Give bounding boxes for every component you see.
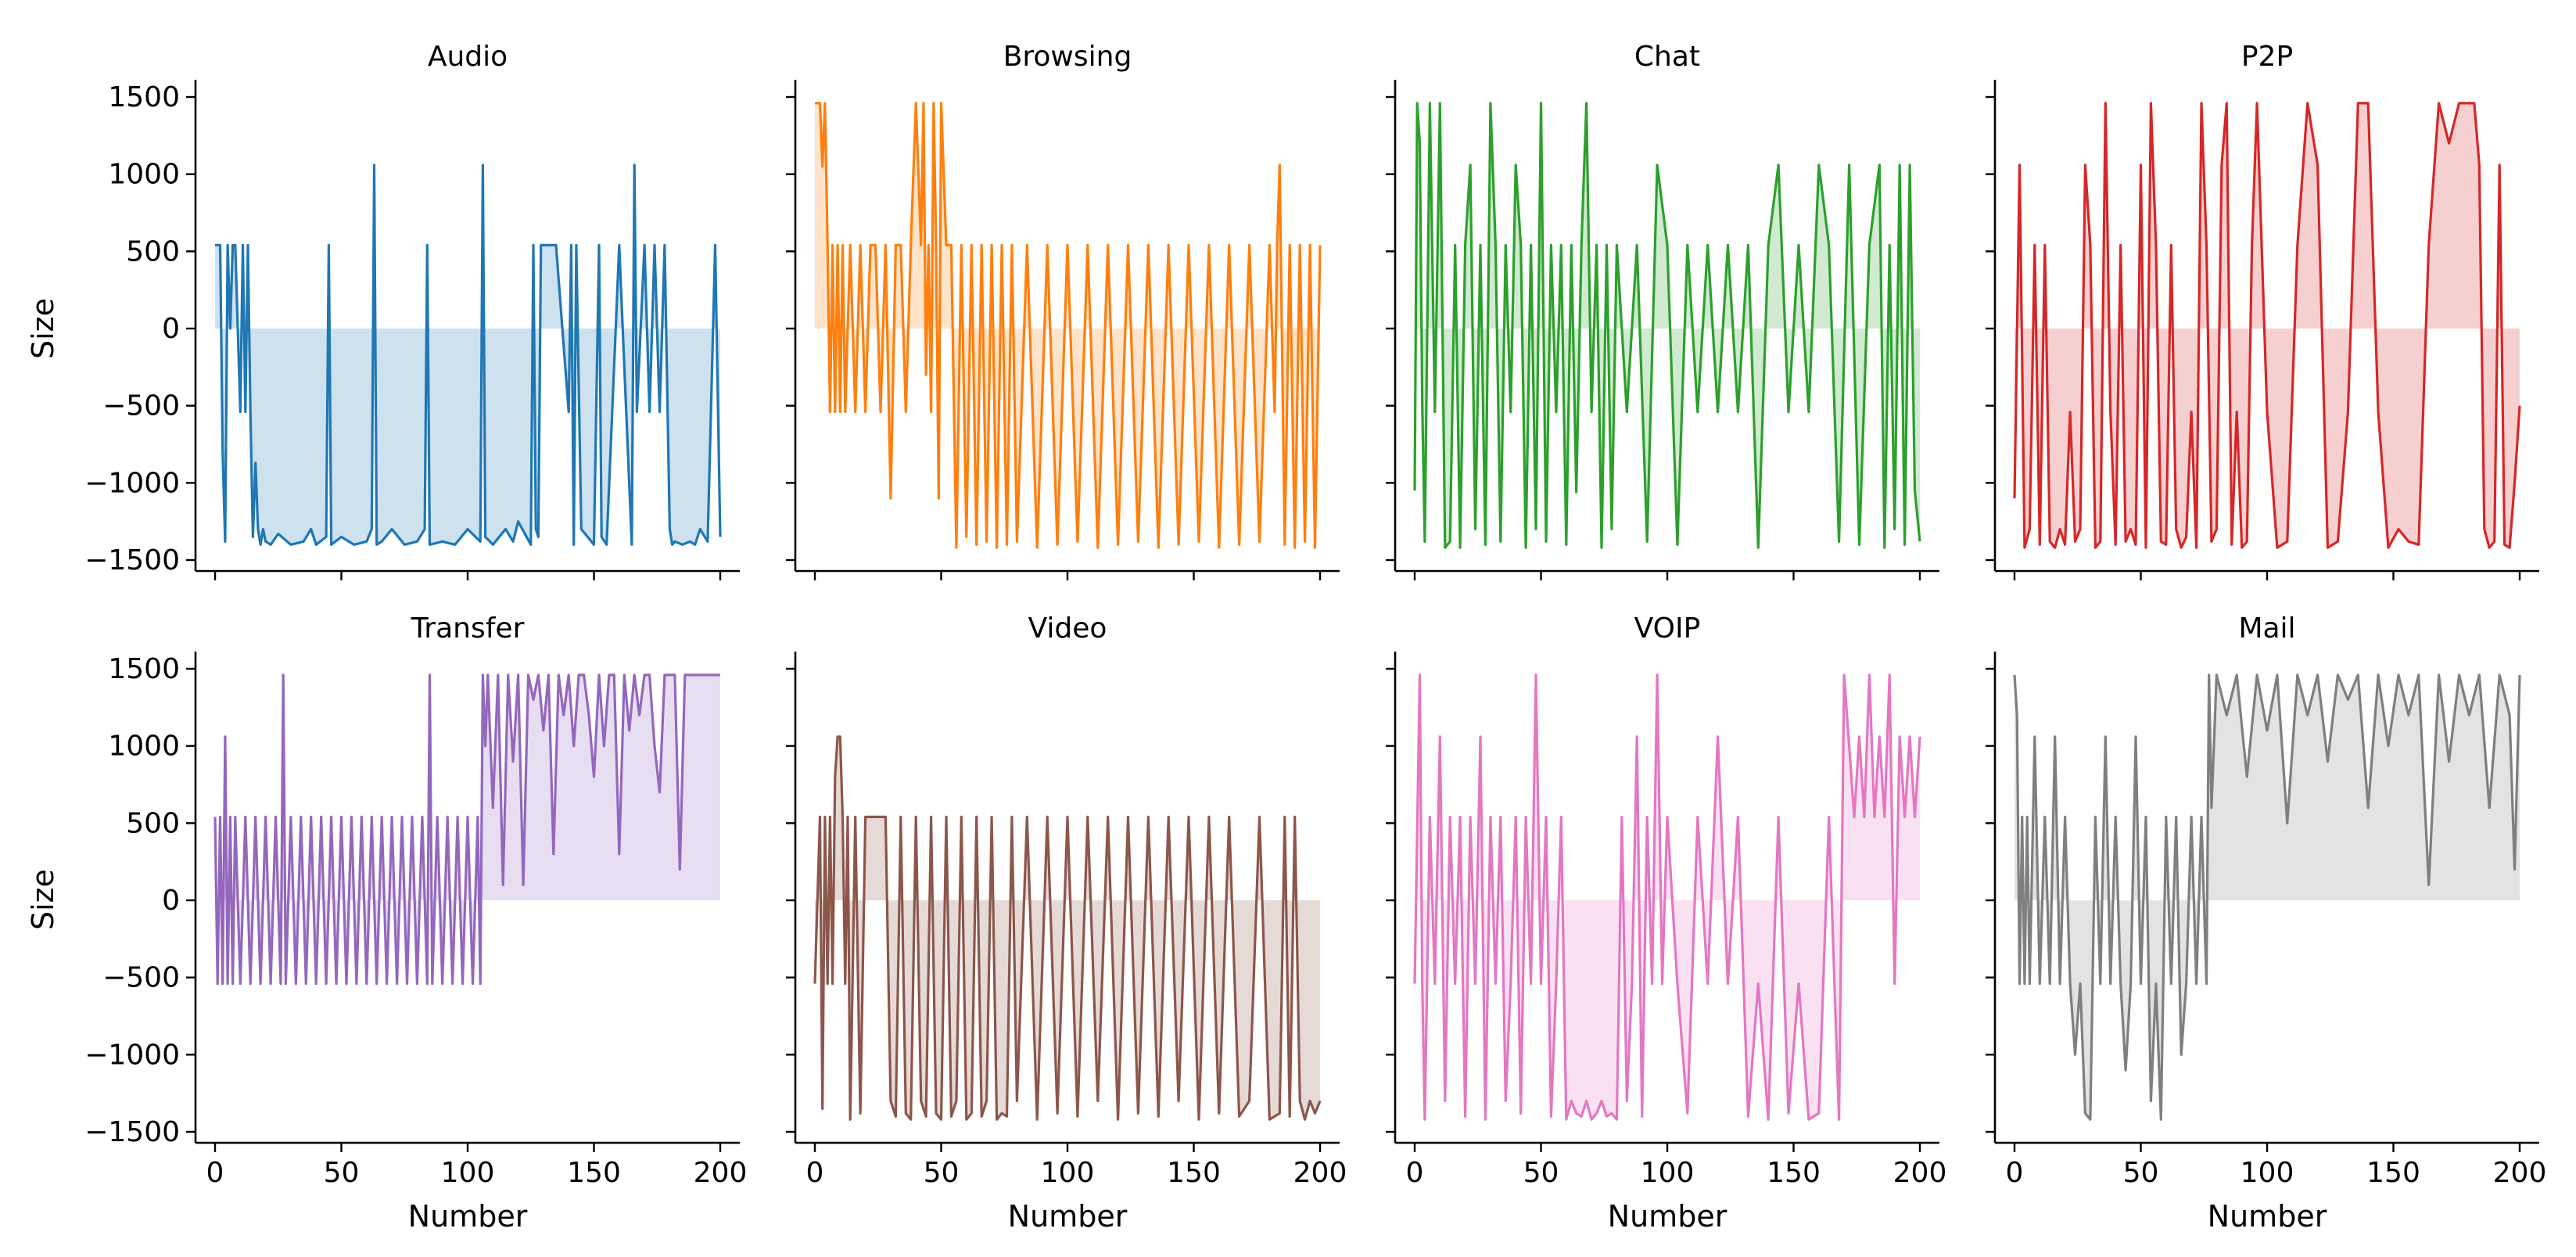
- x-tick-label: 50: [1523, 1157, 1559, 1189]
- x-tick-label: 100: [1641, 1157, 1695, 1189]
- x-tick-label: 100: [2241, 1157, 2294, 1189]
- series-line: [1413, 673, 1921, 1121]
- x-tick-label: 100: [441, 1157, 495, 1189]
- series-line: [2013, 673, 2521, 1121]
- series-line: [815, 102, 1322, 549]
- panel-title: Chat: [1634, 41, 1700, 73]
- series-line: [2013, 102, 2521, 549]
- series-fill: [2015, 102, 2520, 548]
- panel-title: VOIP: [1634, 612, 1701, 645]
- y-tick-label: 0: [162, 885, 180, 917]
- panel-browsing: Browsing: [786, 41, 1340, 580]
- panel-video: Video 0 50 100 150 200: [786, 612, 1347, 1189]
- panel-title: Transfer: [411, 612, 525, 645]
- series-line: [215, 163, 722, 546]
- y-tick-label: 0: [162, 313, 180, 345]
- xlabel-col2: Number: [1008, 1199, 1128, 1234]
- panel-title: P2P: [2241, 41, 2293, 73]
- x-tick-label: 150: [567, 1157, 621, 1189]
- x-tick-label: 150: [2366, 1157, 2420, 1189]
- x-tick-label: 150: [1167, 1157, 1221, 1189]
- y-tick-label: 500: [126, 235, 180, 268]
- series-fill: [1415, 102, 1920, 548]
- x-tick-label: 100: [1041, 1157, 1095, 1189]
- xlabel-col1: Number: [408, 1199, 528, 1234]
- series-fill: [815, 736, 1320, 1120]
- x-tick-label: 0: [806, 1157, 824, 1189]
- x-tick-label: 150: [1767, 1157, 1821, 1189]
- series-fill: [215, 164, 720, 545]
- panel-chat: Chat: [1386, 41, 1939, 580]
- x-tick-label: 200: [2493, 1157, 2547, 1189]
- panel-title: Audio: [428, 41, 508, 73]
- y-tick-label: 1500: [108, 81, 180, 113]
- x-tick-label: 50: [2123, 1157, 2159, 1189]
- x-tick-label: 0: [1406, 1157, 1424, 1189]
- panel-transfer: Transfer −1500 −1000 −500 0 500 1000 1500 0 50 100…: [84, 612, 747, 1189]
- series-line: [1413, 102, 1921, 549]
- x-tick-label: 200: [1293, 1157, 1347, 1189]
- y-tick-label: 1000: [108, 731, 180, 763]
- y-tick-label: −1000: [84, 467, 180, 499]
- y-tick-label: 1000: [108, 159, 180, 191]
- series-line: [213, 673, 720, 986]
- x-tick-label: 50: [324, 1157, 360, 1189]
- y-tick-label: −500: [102, 962, 180, 994]
- xlabel-col3: Number: [1608, 1199, 1727, 1234]
- panel-title: Video: [1028, 612, 1107, 645]
- x-tick-label: 50: [924, 1157, 960, 1189]
- ylabel-row1: Size: [26, 298, 60, 359]
- series-fill: [1415, 674, 1920, 1120]
- panel-p2p: P2P: [1986, 41, 2539, 580]
- series-fill: [2015, 674, 2520, 1120]
- panel-voip: VOIP 0 50 100 150 200: [1386, 612, 1946, 1189]
- panel-title: Browsing: [1003, 41, 1132, 73]
- series-line: [813, 735, 1322, 1121]
- xlabel-col4: Number: [2208, 1199, 2327, 1234]
- ylabel-row2: Size: [26, 869, 60, 930]
- x-tick-label: 0: [206, 1157, 224, 1189]
- x-tick-label: 200: [1893, 1157, 1947, 1189]
- y-tick-label: 500: [126, 807, 180, 839]
- x-tick-label: 200: [694, 1157, 748, 1189]
- y-tick-label: −1500: [84, 1116, 180, 1148]
- y-tick-label: −1500: [84, 544, 180, 576]
- y-tick-label: −1000: [84, 1039, 180, 1071]
- y-tick-label: 1500: [108, 653, 180, 685]
- panel-title: Mail: [2238, 612, 2295, 645]
- x-tick-label: 0: [2006, 1157, 2024, 1189]
- panel-audio: Audio −1500 −1000 −500 0 500 1000 1500: [84, 41, 740, 580]
- y-tick-label: −500: [102, 390, 180, 422]
- panel-mail: Mail 0 50 100 150 200: [1986, 612, 2546, 1189]
